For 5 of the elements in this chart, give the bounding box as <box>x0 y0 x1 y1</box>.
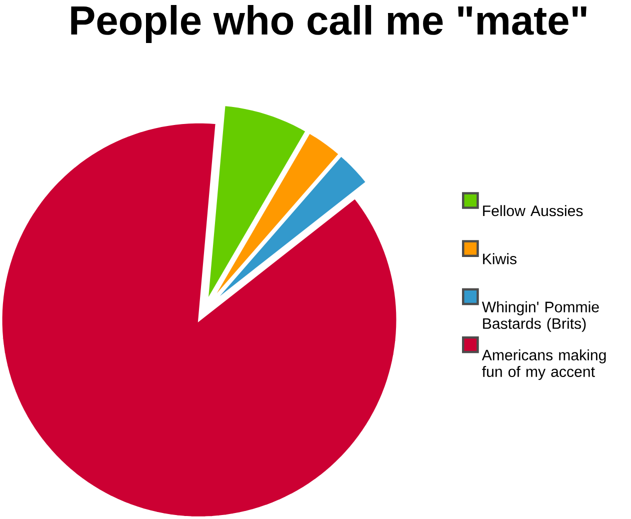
chart-title: People who call me "mate" <box>71 5 586 44</box>
legend-label: Fellow Aussies <box>483 205 583 216</box>
legend-label: Kiwis <box>483 253 517 264</box>
legend-label: Americans making fun of my accent <box>482 350 606 380</box>
legend-label: Whingin' Pommie Bastards (Brits) <box>482 301 599 332</box>
